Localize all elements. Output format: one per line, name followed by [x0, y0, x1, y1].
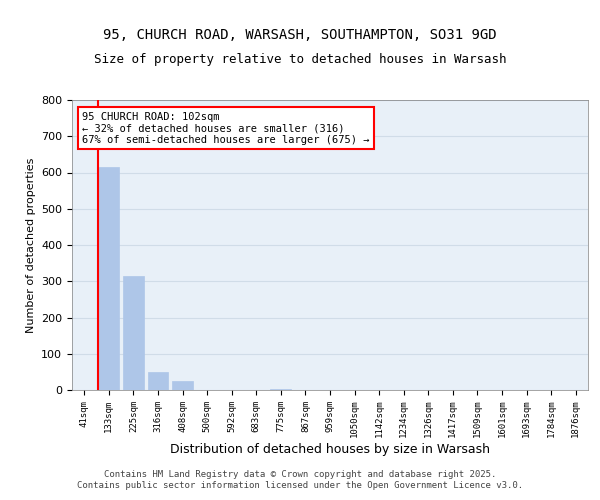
Bar	[148, 372, 169, 390]
Y-axis label: Number of detached properties: Number of detached properties	[26, 158, 35, 332]
Text: 95, CHURCH ROAD, WARSASH, SOUTHAMPTON, SO31 9GD: 95, CHURCH ROAD, WARSASH, SOUTHAMPTON, S…	[103, 28, 497, 42]
X-axis label: Distribution of detached houses by size in Warsash: Distribution of detached houses by size …	[170, 443, 490, 456]
Bar	[123, 276, 144, 390]
Text: Size of property relative to detached houses in Warsash: Size of property relative to detached ho…	[94, 54, 506, 66]
Bar	[271, 388, 292, 390]
Text: Contains HM Land Registry data © Crown copyright and database right 2025.
Contai: Contains HM Land Registry data © Crown c…	[77, 470, 523, 490]
Bar	[98, 167, 119, 390]
Text: 95 CHURCH ROAD: 102sqm
← 32% of detached houses are smaller (316)
67% of semi-de: 95 CHURCH ROAD: 102sqm ← 32% of detached…	[82, 112, 370, 145]
Bar	[172, 381, 193, 390]
